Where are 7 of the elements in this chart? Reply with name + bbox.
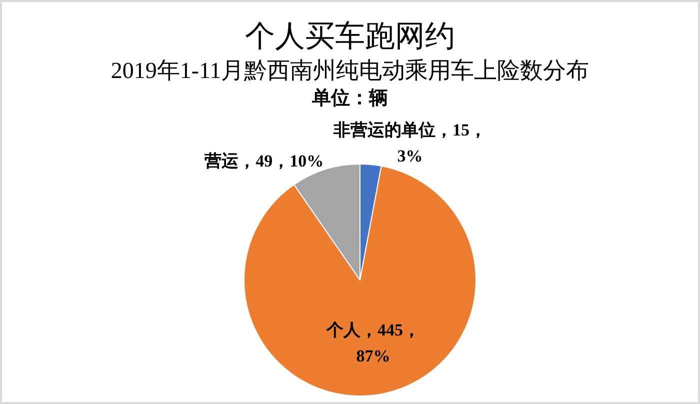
slice-label: 营运，49，10% <box>204 152 324 171</box>
pie-slice <box>244 165 476 396</box>
chart-subtitle: 2019年1-11月黔西南州纯电动乘用车上险数分布 <box>110 58 590 83</box>
text: 单位：辆 <box>311 87 388 109</box>
slice-label: 个人，445，87% <box>326 320 420 366</box>
slice-label: 非营运的单位，15，3% <box>332 120 486 166</box>
chart-title: 个人买车跑网约 <box>245 20 455 53</box>
